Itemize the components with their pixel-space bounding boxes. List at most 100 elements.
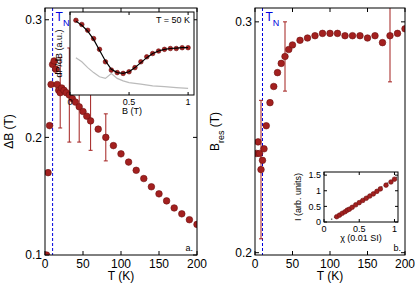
frame (70, 12, 194, 95)
y-tick (45, 19, 49, 20)
error-cap (104, 160, 108, 161)
x-tick (83, 251, 84, 255)
x-tick (121, 8, 122, 12)
text-part: (T) (208, 112, 222, 131)
point (327, 30, 334, 37)
point (171, 205, 178, 212)
error-cap (104, 113, 108, 114)
vertical-line (262, 8, 263, 255)
error-cap (283, 91, 287, 92)
x-tick-label: 200 (187, 257, 207, 271)
y-tick-label: 0.3 (235, 15, 252, 29)
x-tick-label: 0 (321, 224, 326, 234)
x-tick (367, 8, 368, 12)
point (179, 211, 186, 218)
x-axis-label: T (K) (317, 269, 343, 283)
point (387, 32, 394, 39)
inset-background (70, 12, 194, 95)
note: T = 50 K (156, 15, 190, 25)
point (267, 99, 274, 106)
error-bar (388, 8, 392, 82)
line-label: TN (266, 10, 280, 28)
point (304, 35, 311, 42)
text-part: N (63, 18, 70, 28)
plot-area (255, 8, 405, 255)
y-tick-label: 0.2 (235, 246, 252, 260)
main-chart: 0501001502000.20.3T (K)Bres (T)TNb. (208, 0, 415, 283)
point (349, 32, 356, 39)
point (87, 118, 94, 125)
error-stem (390, 8, 391, 82)
x-axis-label: B (T) (122, 106, 142, 116)
line-label: TN (56, 10, 70, 28)
frame (255, 8, 405, 255)
line (331, 176, 398, 219)
point (46, 122, 53, 129)
error-cap (58, 127, 62, 128)
x-axis-label: T (K) (108, 269, 134, 283)
x-tick (292, 8, 293, 12)
x-tick-label: 150 (357, 257, 377, 271)
x-tick-label: 150 (149, 257, 169, 271)
y-tick-label: 0 (316, 217, 321, 227)
x-tick-label: 1 (186, 97, 191, 107)
inset-chart: 00.5100.511.5χ (0.01 SI)I (arb. units) (293, 170, 398, 243)
y-axis-label: Bres (T) (208, 112, 226, 151)
plot-area (45, 8, 197, 255)
y-tick-label: 1.5 (308, 170, 321, 180)
point (118, 151, 125, 158)
panel-label: a. (185, 243, 193, 253)
point (103, 134, 110, 141)
x-tick (121, 251, 122, 255)
x-axis-label: χ (0.01 SI) (340, 233, 382, 243)
point (270, 83, 277, 90)
text-part: res (216, 130, 226, 143)
point (258, 166, 265, 173)
y-tick (401, 252, 405, 253)
frame (324, 172, 398, 222)
point (186, 216, 193, 223)
y-tick (401, 21, 405, 22)
point (125, 159, 132, 166)
error-cap (89, 150, 93, 151)
point (319, 30, 326, 37)
x-tick-label: 0 (42, 257, 49, 271)
y-tick-label: 0.5 (308, 202, 321, 212)
y-tick (45, 137, 49, 138)
figure: 0501001502000.10.20.3T (K)ΔB (T)TNa.00.5… (0, 0, 415, 286)
point (394, 30, 401, 37)
point (297, 37, 304, 44)
panel-label: b. (393, 243, 401, 253)
error-cap (77, 142, 81, 143)
point (48, 81, 55, 88)
x-tick (330, 251, 331, 255)
x-tick-label: 50 (76, 257, 90, 271)
y-axis-label: I (arb. units) (293, 173, 303, 221)
point (278, 60, 285, 67)
point (255, 139, 261, 146)
line (76, 21, 188, 73)
error-cap (67, 142, 71, 143)
y-tick-label: 0.2 (25, 131, 42, 145)
text-part: dP/dB (a.u.) (54, 29, 64, 77)
point (357, 32, 364, 39)
point (282, 53, 289, 60)
frame (45, 8, 197, 255)
line (76, 58, 188, 89)
plot-area (331, 176, 398, 219)
point (378, 187, 383, 192)
x-tick (159, 8, 160, 12)
error-cap (388, 81, 392, 82)
inset-chart: 00.51B (T)dP/dB (a.u.)T = 50 K (54, 12, 194, 116)
y-tick-label: 0.1 (25, 248, 42, 262)
annotations: TN (266, 10, 280, 28)
text-part: N (273, 18, 280, 28)
text-part: I (arb. units) (293, 173, 303, 221)
point (110, 142, 117, 149)
point (334, 30, 341, 37)
point (156, 191, 163, 198)
point (312, 32, 319, 39)
point (384, 183, 389, 188)
error-cap (259, 100, 263, 101)
point (133, 167, 140, 174)
